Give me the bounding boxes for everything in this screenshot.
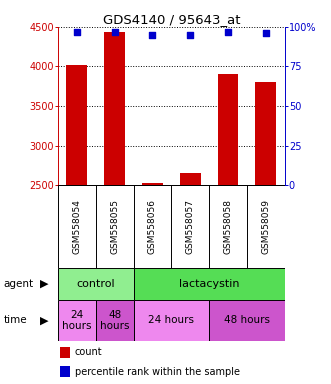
Text: time: time: [3, 316, 27, 326]
Bar: [60, 347, 71, 358]
Text: GSM558054: GSM558054: [72, 199, 81, 254]
Bar: [180, 173, 201, 185]
Text: 48
hours: 48 hours: [100, 310, 129, 331]
Text: ▶: ▶: [40, 316, 49, 326]
Point: [263, 30, 268, 36]
Bar: [256, 82, 276, 185]
Point: [74, 28, 79, 35]
Text: 24
hours: 24 hours: [62, 310, 92, 331]
Bar: [133, 268, 285, 300]
Text: GSM558058: GSM558058: [223, 199, 232, 254]
Bar: [133, 300, 209, 341]
Text: lactacystin: lactacystin: [179, 279, 239, 289]
Bar: [96, 300, 133, 341]
Text: GSM558055: GSM558055: [110, 199, 119, 254]
Bar: [60, 366, 71, 377]
Bar: [209, 300, 285, 341]
Text: percentile rank within the sample: percentile rank within the sample: [75, 367, 240, 377]
Text: GSM558056: GSM558056: [148, 199, 157, 254]
Point: [225, 28, 231, 35]
Text: GSM558057: GSM558057: [186, 199, 195, 254]
Bar: [217, 74, 238, 185]
Text: ▶: ▶: [40, 279, 49, 289]
Point: [188, 32, 193, 38]
Bar: [67, 65, 87, 185]
Title: GDS4140 / 95643_at: GDS4140 / 95643_at: [103, 13, 240, 26]
Text: 24 hours: 24 hours: [148, 316, 194, 326]
Text: count: count: [75, 347, 103, 357]
Point: [150, 32, 155, 38]
Text: control: control: [76, 279, 115, 289]
Bar: [104, 32, 125, 185]
Point: [112, 28, 117, 35]
Text: 48 hours: 48 hours: [224, 316, 270, 326]
Text: GSM558059: GSM558059: [261, 199, 270, 254]
Bar: [58, 268, 133, 300]
Text: agent: agent: [3, 279, 33, 289]
Bar: [142, 183, 163, 185]
Bar: [58, 300, 96, 341]
